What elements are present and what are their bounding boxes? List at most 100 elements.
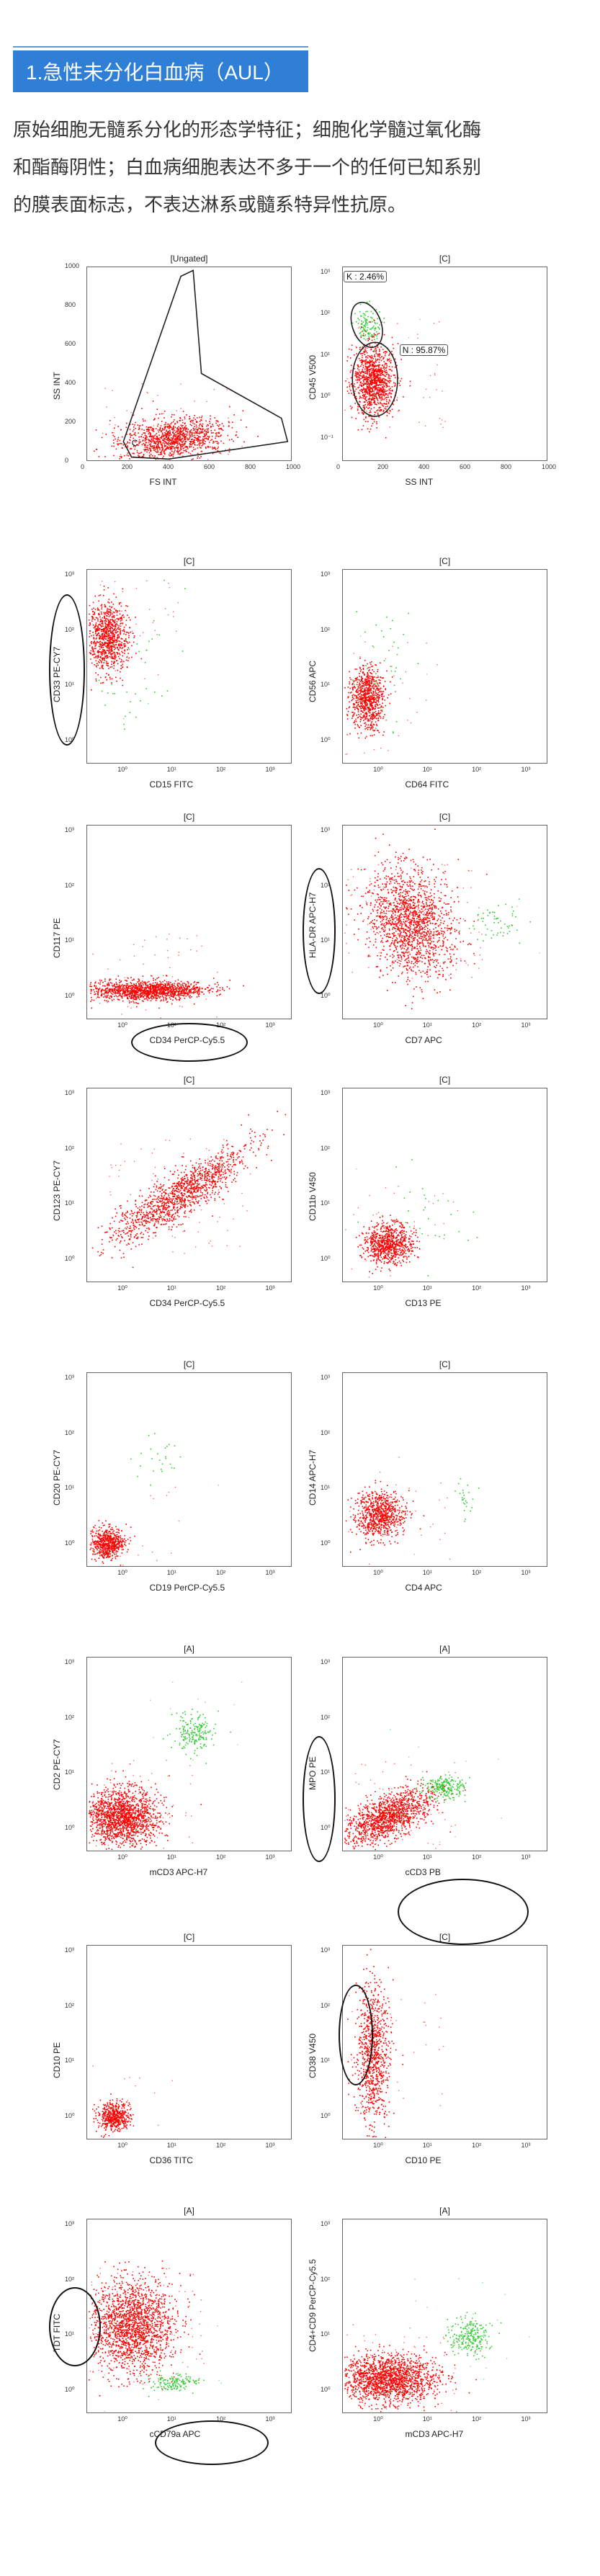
blast-event (362, 354, 363, 357)
blast-event (374, 373, 376, 375)
blast-event (179, 445, 182, 447)
other-event (403, 633, 404, 635)
blast-event (109, 651, 112, 653)
y-tick-label: 10² (321, 309, 330, 316)
blast-event (364, 360, 365, 362)
blast-event (185, 436, 187, 438)
blast-event (125, 987, 127, 989)
blast-event (194, 434, 195, 437)
blast-event (107, 619, 109, 621)
blast-event (109, 620, 111, 622)
blast-event (179, 997, 182, 999)
blast-event (171, 429, 174, 431)
other-event (375, 309, 377, 310)
blast-event (380, 694, 382, 695)
blast-event (361, 690, 363, 692)
blast-event (375, 686, 377, 687)
blast-event (98, 628, 100, 630)
blast-event (106, 643, 107, 645)
blast-event (374, 676, 375, 678)
blast-event (383, 398, 385, 401)
blast-event (380, 390, 382, 392)
blast-event (360, 713, 362, 715)
blast-event (150, 450, 151, 452)
blast-event (189, 434, 190, 435)
blast-event (358, 699, 360, 700)
blast-event (145, 435, 147, 437)
blast-event (108, 626, 109, 627)
blast-event (128, 657, 130, 659)
blast-event (372, 699, 374, 700)
blast-event (367, 367, 368, 369)
blast-event (101, 642, 103, 643)
blast-event (365, 388, 367, 390)
blast-event (378, 697, 380, 699)
blast-event (359, 715, 361, 717)
blast-event (144, 982, 145, 984)
blast-event (376, 383, 377, 384)
blast-event (91, 648, 94, 650)
blast-event (359, 687, 361, 689)
blast-event (176, 442, 177, 444)
blast-event (139, 425, 141, 426)
other-event (375, 680, 377, 682)
blast-event (353, 385, 355, 387)
blast-event (157, 443, 159, 445)
blast-event (164, 444, 166, 447)
blast-event (106, 673, 107, 674)
blast-event (366, 391, 367, 393)
blast-event (153, 985, 156, 987)
blast-event (373, 730, 375, 732)
blast-event (373, 362, 375, 364)
blast-event (357, 408, 359, 410)
x-axis-label: SS INT (406, 477, 434, 487)
scattered-event (173, 616, 174, 617)
blast-event (171, 446, 174, 448)
blast-event (376, 403, 377, 406)
blast-event (102, 643, 103, 644)
blast-event (364, 398, 366, 400)
blast-event (108, 989, 109, 991)
blast-event (367, 667, 370, 668)
blast-event (376, 685, 378, 687)
blast-event (198, 440, 200, 442)
blast-event (357, 707, 358, 709)
blast-event (108, 621, 109, 623)
blast-event (156, 994, 157, 996)
blast-event (102, 623, 104, 625)
blast-event (366, 715, 368, 717)
blast-event (178, 439, 180, 440)
blast-event (375, 393, 376, 395)
blast-event (97, 609, 99, 611)
blast-event (360, 359, 362, 361)
blast-event (373, 366, 375, 367)
blast-event (172, 993, 174, 995)
blast-event (380, 370, 382, 371)
blast-event (123, 630, 125, 632)
blast-event (373, 694, 375, 697)
other-event (388, 650, 390, 651)
blast-event (124, 646, 125, 648)
blast-event (380, 676, 382, 679)
blast-event (137, 987, 139, 989)
blast-event (373, 715, 375, 717)
blast-event (379, 350, 380, 352)
blast-event (161, 429, 164, 431)
blast-event (142, 987, 143, 989)
blast-event (115, 623, 117, 625)
scattered-event (120, 454, 122, 455)
blast-event (373, 712, 375, 713)
blast-event (155, 982, 156, 983)
blast-event (153, 419, 155, 421)
blast-event (166, 994, 169, 996)
blast-event (130, 434, 132, 437)
blast-event (171, 426, 172, 429)
blast-event (197, 447, 199, 449)
blast-event (367, 377, 370, 378)
blast-event (367, 388, 369, 390)
blast-event (354, 375, 356, 377)
blast-event (104, 992, 107, 994)
blast-event (347, 696, 349, 698)
blast-event (389, 353, 390, 355)
blast-event (355, 388, 357, 390)
